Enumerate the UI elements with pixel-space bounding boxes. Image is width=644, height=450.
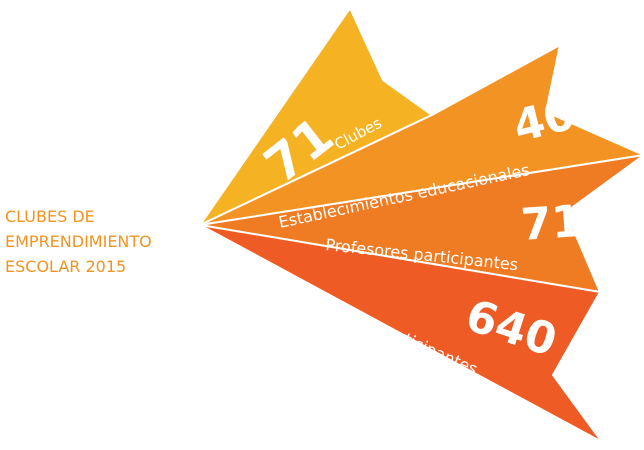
title-line: ESCOLAR 2015 [5,257,126,276]
value: 71 [519,196,584,251]
infographic: CLUBES DE EMPRENDIMIENTO ESCOLAR 2015 71… [0,0,644,450]
title-line: EMPRENDIMIENTO [5,232,152,251]
title-line: CLUBES DE [5,207,95,226]
title: CLUBES DE EMPRENDIMIENTO ESCOLAR 2015 [5,207,152,276]
